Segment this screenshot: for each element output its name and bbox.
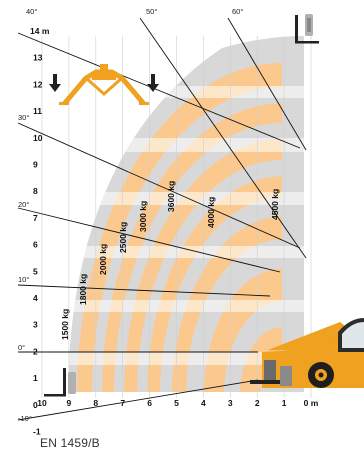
height-stripe <box>68 246 304 258</box>
height-tick: 7 <box>33 213 38 223</box>
fork-carriage-icon <box>295 14 319 44</box>
fork-carriage-icon <box>44 368 76 397</box>
load-label: 2500 kg <box>118 222 128 253</box>
height-tick: 2 <box>33 346 38 356</box>
height-tick: 9 <box>33 160 38 170</box>
boom-angle-line <box>17 207 281 273</box>
height-tick: 11 <box>33 106 42 116</box>
reach-tick: 6 <box>147 398 152 408</box>
reach-tick: 0 m <box>304 398 319 408</box>
load-label: 4500 kg <box>270 189 280 220</box>
load-label: 3000 kg <box>138 201 148 232</box>
boom-angle-line <box>17 284 271 297</box>
boom-angle-line <box>17 32 301 149</box>
height-stripe <box>68 352 304 365</box>
angle-label: 40° <box>26 7 37 16</box>
angle-label: 10° <box>18 275 29 284</box>
reach-tick: 9 <box>67 398 72 408</box>
height-tick: -1 <box>33 427 41 437</box>
reach-tick: 7 <box>120 398 125 408</box>
boom-angle-line <box>17 379 259 421</box>
angle-label: 50° <box>146 7 157 16</box>
reach-tick: 5 <box>174 398 179 408</box>
load-label: 1800 kg <box>78 274 88 305</box>
height-tick: 13 <box>33 53 43 63</box>
reach-tick: 10 <box>37 398 47 408</box>
load-labels: 1500 kg 1800 kg 2000 kg 2500 kg 3000 kg 3600 … <box>60 181 280 340</box>
load-band <box>77 62 282 392</box>
load-label: 4000 kg <box>206 197 216 228</box>
height-tick: 10 <box>33 133 43 143</box>
boom-angle-line <box>17 122 301 249</box>
reach-tick: 3 <box>228 398 233 408</box>
height-tick: 0 <box>33 400 38 410</box>
stabilizer-outriggers-icon <box>49 64 159 106</box>
height-tick: 3 <box>33 320 38 330</box>
height-stripe <box>68 192 304 205</box>
reach-tick: 2 <box>255 398 260 408</box>
load-label: 3600 kg <box>166 181 176 212</box>
load-label: 2000 kg <box>98 244 108 275</box>
height-tick: 1 <box>33 373 38 383</box>
angle-label: 20° <box>18 200 29 209</box>
standard-label: EN 1459/B <box>40 436 100 450</box>
grid-lines <box>41 36 312 398</box>
boom-angle-line <box>139 17 307 259</box>
reach-tick: 8 <box>93 398 98 408</box>
angle-label: 60° <box>232 7 243 16</box>
load-label: 1500 kg <box>60 309 70 340</box>
load-band <box>124 139 282 392</box>
telehandler-icon <box>250 318 364 388</box>
height-tick: 5 <box>33 266 38 276</box>
angle-label: 30° <box>18 113 29 122</box>
angle-labels: -10° 0° 10° 20° 30° 40° 50° 60° <box>18 7 243 423</box>
angle-label: 0° <box>18 343 25 352</box>
boom-angle-line <box>227 17 307 151</box>
reach-tick: 1 <box>282 398 287 408</box>
height-tick: 14 m <box>30 26 50 36</box>
angle-label: -10° <box>18 414 32 423</box>
height-tick: 6 <box>33 240 38 250</box>
height-tick: 4 <box>33 293 38 303</box>
height-tick: 8 <box>33 186 38 196</box>
height-stripe <box>68 138 304 152</box>
height-stripe <box>68 300 304 312</box>
height-tick: 12 <box>33 79 43 89</box>
boom-angle-lines <box>17 17 307 421</box>
reach-tick: 4 <box>201 398 206 408</box>
reach-axis: 10 9 8 7 6 5 4 3 2 1 0 m <box>37 398 318 408</box>
